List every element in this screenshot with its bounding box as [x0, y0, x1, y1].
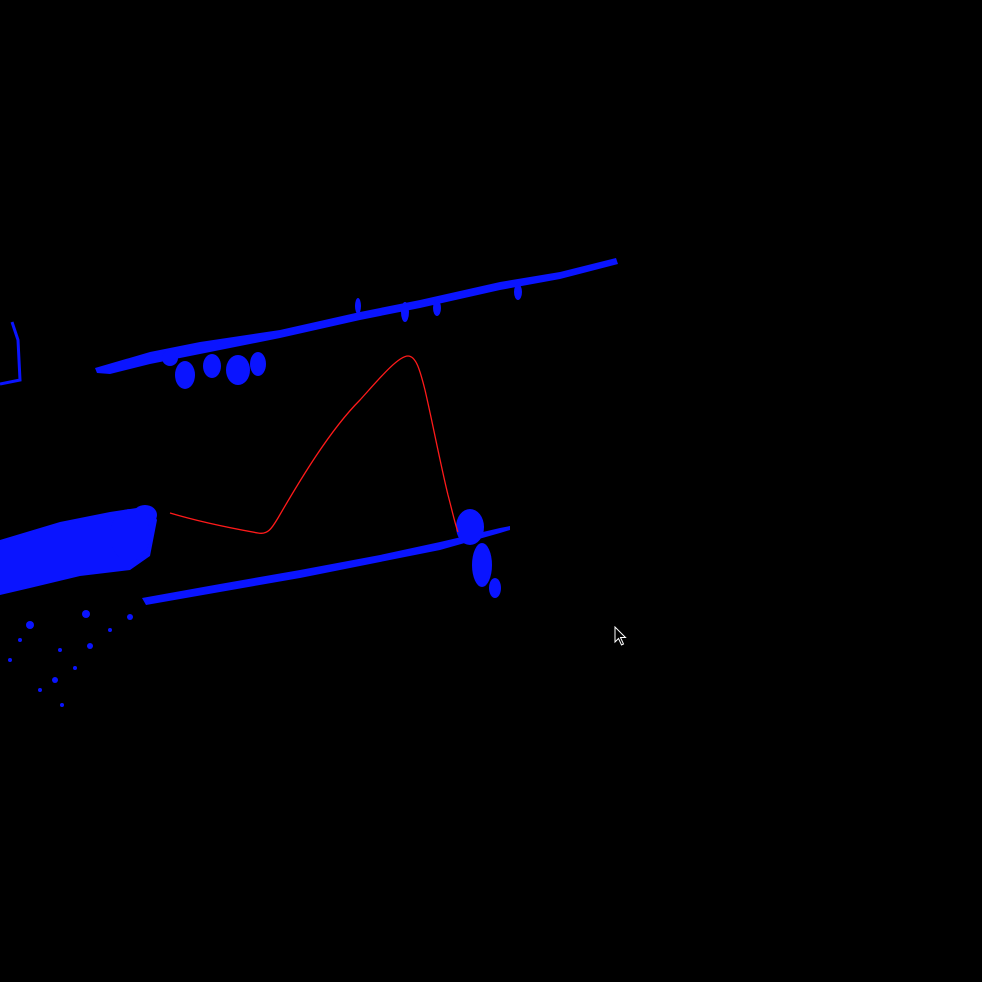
scattered-points [8, 610, 133, 707]
lower-wall-points [142, 526, 510, 605]
upper-foliage-points [162, 284, 522, 389]
trajectory-path [169, 355, 459, 534]
left-structure-points [0, 505, 157, 595]
point-cloud [0, 258, 618, 707]
upper-wall-points [95, 258, 618, 374]
arrow-pointer-icon [614, 626, 627, 646]
left-edge-points [0, 321, 22, 386]
tree-points [456, 509, 501, 598]
